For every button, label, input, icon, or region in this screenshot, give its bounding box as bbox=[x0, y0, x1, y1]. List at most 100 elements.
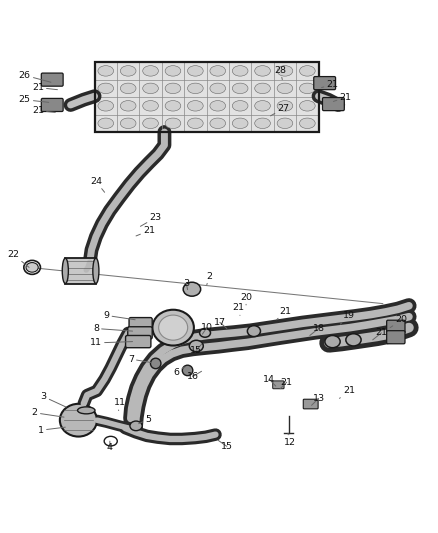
Ellipse shape bbox=[93, 258, 99, 284]
Text: 21: 21 bbox=[32, 106, 55, 115]
Ellipse shape bbox=[232, 118, 248, 128]
Ellipse shape bbox=[346, 334, 361, 346]
Ellipse shape bbox=[143, 66, 159, 76]
Ellipse shape bbox=[120, 118, 136, 128]
Text: 2: 2 bbox=[206, 272, 212, 285]
Ellipse shape bbox=[187, 118, 203, 128]
Text: 11: 11 bbox=[113, 398, 125, 410]
Text: 22: 22 bbox=[7, 250, 29, 268]
Text: 23: 23 bbox=[141, 213, 162, 227]
Text: 27: 27 bbox=[271, 104, 290, 116]
Text: 15: 15 bbox=[190, 344, 202, 355]
Ellipse shape bbox=[98, 101, 113, 111]
FancyBboxPatch shape bbox=[314, 77, 336, 90]
Ellipse shape bbox=[120, 66, 136, 76]
Text: 11: 11 bbox=[90, 338, 133, 348]
Text: 21: 21 bbox=[339, 386, 355, 398]
FancyBboxPatch shape bbox=[273, 381, 284, 389]
Text: 3: 3 bbox=[183, 279, 189, 289]
Ellipse shape bbox=[210, 118, 226, 128]
Text: 25: 25 bbox=[19, 95, 49, 104]
Ellipse shape bbox=[187, 101, 203, 111]
Text: 1: 1 bbox=[38, 426, 65, 435]
Text: 12: 12 bbox=[284, 433, 296, 447]
Ellipse shape bbox=[143, 101, 159, 111]
Ellipse shape bbox=[120, 83, 136, 94]
Ellipse shape bbox=[152, 310, 194, 345]
Circle shape bbox=[182, 365, 193, 376]
Text: 21: 21 bbox=[233, 303, 245, 316]
Ellipse shape bbox=[165, 101, 181, 111]
Text: 10: 10 bbox=[201, 323, 213, 334]
Ellipse shape bbox=[189, 340, 203, 352]
Text: 15: 15 bbox=[218, 440, 233, 451]
Text: 9: 9 bbox=[103, 311, 135, 320]
Ellipse shape bbox=[255, 101, 270, 111]
Ellipse shape bbox=[210, 83, 226, 94]
Text: 28: 28 bbox=[274, 66, 286, 79]
FancyBboxPatch shape bbox=[303, 399, 318, 409]
Text: 7: 7 bbox=[128, 354, 151, 364]
Ellipse shape bbox=[183, 282, 201, 296]
Ellipse shape bbox=[165, 66, 181, 76]
Ellipse shape bbox=[26, 263, 38, 272]
Ellipse shape bbox=[210, 66, 226, 76]
Ellipse shape bbox=[200, 328, 211, 337]
Ellipse shape bbox=[300, 118, 315, 128]
Bar bbox=[65, 258, 96, 284]
Ellipse shape bbox=[187, 83, 203, 94]
Ellipse shape bbox=[98, 66, 113, 76]
Text: 14: 14 bbox=[263, 375, 276, 386]
Text: 6: 6 bbox=[173, 367, 185, 377]
Ellipse shape bbox=[325, 335, 340, 348]
Ellipse shape bbox=[277, 66, 293, 76]
Ellipse shape bbox=[120, 101, 136, 111]
Ellipse shape bbox=[165, 83, 181, 94]
Bar bbox=[95, 62, 318, 132]
FancyBboxPatch shape bbox=[129, 318, 152, 330]
Text: 17: 17 bbox=[214, 318, 227, 328]
Ellipse shape bbox=[277, 118, 293, 128]
Ellipse shape bbox=[62, 258, 68, 284]
Text: 16: 16 bbox=[187, 372, 201, 381]
Ellipse shape bbox=[78, 407, 95, 414]
Text: 20: 20 bbox=[390, 315, 407, 328]
Text: 5: 5 bbox=[139, 415, 151, 424]
Ellipse shape bbox=[60, 404, 97, 437]
Text: 21: 21 bbox=[333, 93, 352, 102]
Text: 21: 21 bbox=[280, 378, 293, 389]
Text: 13: 13 bbox=[311, 394, 325, 405]
Ellipse shape bbox=[300, 66, 315, 76]
Ellipse shape bbox=[187, 66, 203, 76]
Ellipse shape bbox=[210, 101, 226, 111]
Ellipse shape bbox=[300, 83, 315, 94]
Text: 24: 24 bbox=[90, 177, 105, 192]
Text: 26: 26 bbox=[19, 71, 51, 82]
Ellipse shape bbox=[143, 118, 159, 128]
Ellipse shape bbox=[98, 83, 113, 94]
Ellipse shape bbox=[143, 83, 159, 94]
Text: 21: 21 bbox=[277, 306, 291, 320]
Text: 18: 18 bbox=[310, 324, 325, 335]
Text: 20: 20 bbox=[240, 293, 252, 305]
Text: 3: 3 bbox=[40, 392, 66, 407]
FancyBboxPatch shape bbox=[126, 335, 151, 348]
Ellipse shape bbox=[159, 315, 187, 340]
FancyBboxPatch shape bbox=[322, 98, 344, 111]
Ellipse shape bbox=[247, 326, 261, 336]
FancyBboxPatch shape bbox=[128, 327, 152, 339]
Text: 21: 21 bbox=[32, 83, 57, 92]
FancyBboxPatch shape bbox=[41, 99, 63, 111]
Ellipse shape bbox=[277, 101, 293, 111]
Text: 2: 2 bbox=[32, 408, 64, 417]
Text: 4: 4 bbox=[107, 441, 113, 452]
Ellipse shape bbox=[255, 66, 270, 76]
Ellipse shape bbox=[232, 66, 248, 76]
FancyBboxPatch shape bbox=[387, 320, 405, 333]
Ellipse shape bbox=[232, 101, 248, 111]
Ellipse shape bbox=[255, 118, 270, 128]
FancyBboxPatch shape bbox=[387, 330, 405, 344]
Text: 8: 8 bbox=[93, 324, 133, 333]
Circle shape bbox=[150, 358, 161, 369]
Ellipse shape bbox=[98, 118, 113, 128]
